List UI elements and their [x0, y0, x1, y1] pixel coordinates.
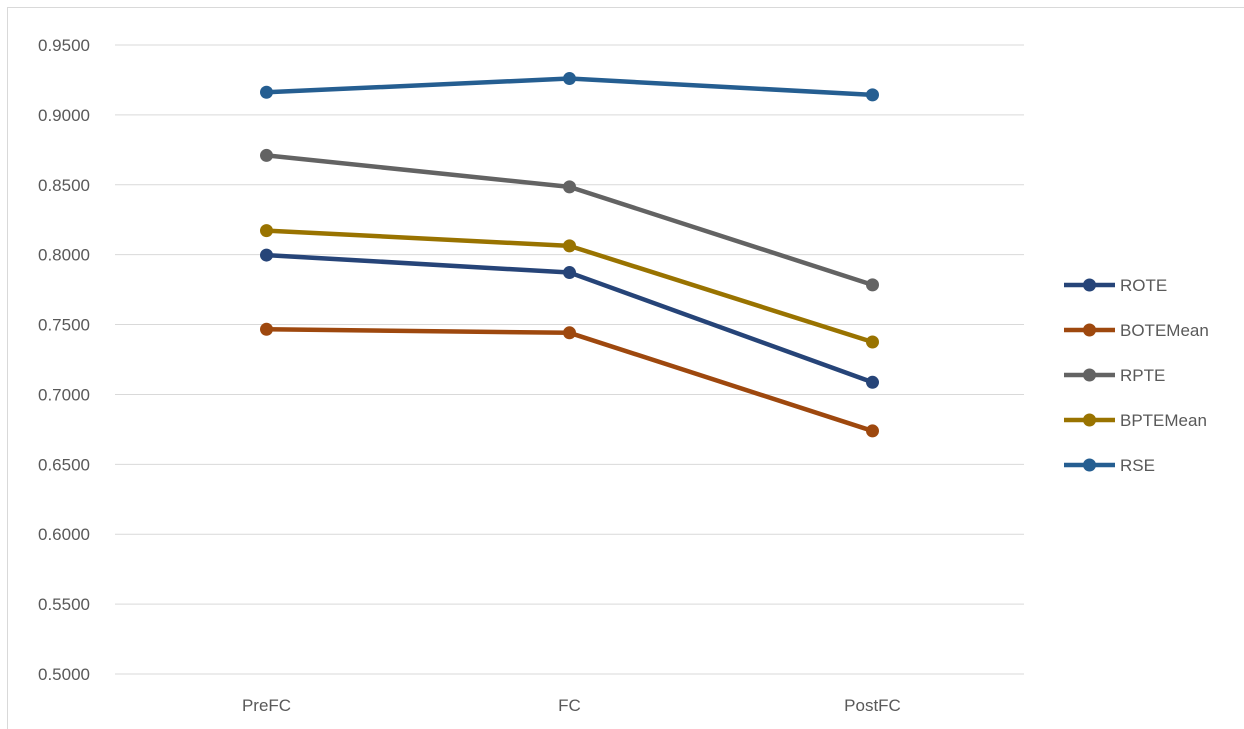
- chart-frame: [7, 7, 1244, 729]
- y-tick-label: 0.7500: [38, 316, 90, 335]
- data-point: [260, 224, 273, 238]
- legend-swatch-marker: [1083, 368, 1096, 382]
- series-lines: [260, 72, 879, 438]
- legend: ROTE BOTEMean RPTE BPTEMean RSE: [1064, 276, 1209, 475]
- legend-label: BOTEMean: [1120, 321, 1209, 340]
- legend-label: ROTE: [1120, 276, 1167, 295]
- data-point: [563, 266, 576, 280]
- data-point: [866, 335, 879, 349]
- y-tick-label: 0.6000: [38, 525, 90, 544]
- legend-swatch-marker: [1083, 458, 1096, 472]
- series-bptemean: [260, 224, 879, 349]
- data-point: [866, 375, 879, 389]
- legend-label: RPTE: [1120, 366, 1165, 385]
- legend-swatch-marker: [1083, 413, 1096, 427]
- legend-label: RSE: [1120, 456, 1155, 475]
- gridlines: [115, 44, 1024, 675]
- y-tick-label: 0.5000: [38, 665, 90, 684]
- data-point: [563, 239, 576, 253]
- legend-swatch-marker: [1083, 323, 1096, 337]
- y-tick-label: 0.8500: [38, 176, 90, 195]
- y-tick-label: 0.7000: [38, 385, 90, 404]
- data-point: [260, 248, 273, 262]
- data-point: [260, 322, 273, 336]
- data-point: [866, 424, 879, 438]
- legend-label: BPTEMean: [1120, 411, 1207, 430]
- y-tick-label: 0.5500: [38, 595, 90, 614]
- data-point: [260, 85, 273, 99]
- x-tick-label: PreFC: [242, 696, 291, 715]
- series-line: [264, 153, 875, 288]
- data-point: [866, 278, 879, 292]
- series-botemean: [260, 322, 879, 438]
- y-tick-label: 0.6500: [38, 455, 90, 474]
- legend-item: BPTEMean: [1064, 411, 1207, 430]
- y-tick-label: 0.8000: [38, 246, 90, 265]
- legend-item: RSE: [1064, 456, 1155, 475]
- x-tick-label: PostFC: [844, 696, 901, 715]
- x-tick-label: FC: [558, 696, 581, 715]
- data-point: [563, 72, 576, 86]
- series-line: [264, 327, 875, 434]
- legend-item: ROTE: [1064, 276, 1167, 295]
- y-tick-label: 0.9500: [38, 36, 90, 55]
- series-rse: [260, 72, 879, 102]
- legend-item: BOTEMean: [1064, 321, 1209, 340]
- data-point: [260, 148, 273, 162]
- series-rote: [260, 248, 879, 389]
- legend-swatch-marker: [1083, 278, 1096, 292]
- data-point: [563, 326, 576, 340]
- series-rpte: [260, 148, 879, 292]
- x-axis-tick-labels: PreFC FC PostFC: [242, 696, 901, 715]
- data-point: [866, 88, 879, 102]
- y-tick-label: 0.9000: [38, 106, 90, 125]
- legend-item: RPTE: [1064, 366, 1165, 385]
- data-point: [563, 180, 576, 194]
- y-axis-tick-labels: 0.5000 0.5500 0.6000 0.6500 0.7000 0.7500 0.80…: [38, 36, 90, 684]
